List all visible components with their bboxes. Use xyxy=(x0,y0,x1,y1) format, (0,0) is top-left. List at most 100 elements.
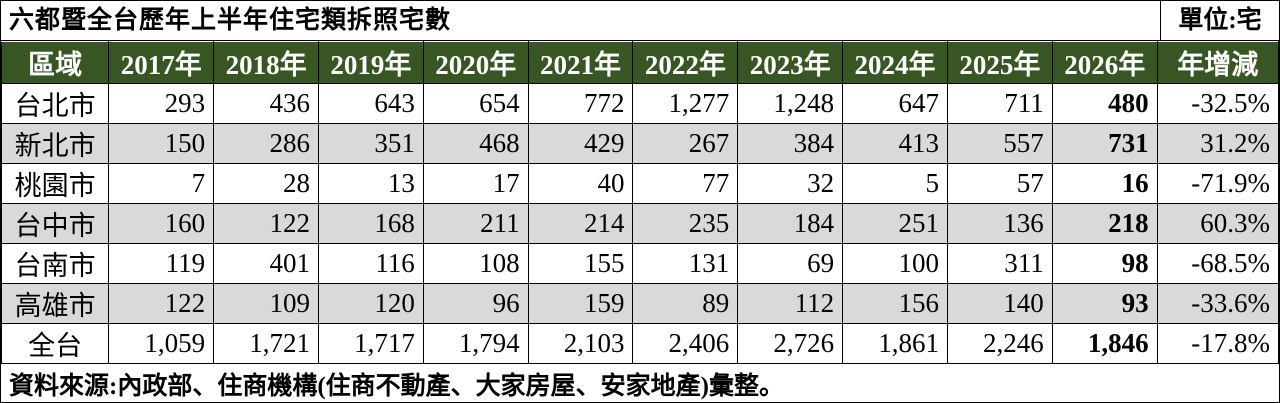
value-cell: 235 xyxy=(632,203,739,244)
value-cell: 1,277 xyxy=(632,83,739,124)
value-cell: 155 xyxy=(527,243,634,284)
value-cell: 160 xyxy=(108,203,215,244)
value-cell: 647 xyxy=(842,83,948,124)
table-row: 新北市 150 286 351 468 429 267 384 413 557 731 31.2% xyxy=(1,123,1279,164)
table-row: 桃園市 7 28 13 17 40 77 32 5 57 16 -71.9% xyxy=(1,163,1279,204)
value-cell: 31.2% xyxy=(1156,123,1279,164)
column-header: 2021年 xyxy=(527,41,634,84)
value-cell: -71.9% xyxy=(1156,163,1279,204)
value-cell: 16 xyxy=(1051,163,1158,204)
value-cell: 772 xyxy=(527,83,634,124)
value-cell: 286 xyxy=(213,123,319,164)
value-cell: 17 xyxy=(422,163,529,204)
value-cell: 168 xyxy=(317,203,424,244)
table-row: 全台 1,059 1,721 1,717 1,794 2,103 2,406 2,726 1,8… xyxy=(1,323,1279,364)
value-cell: 1,248 xyxy=(737,83,844,124)
value-cell: 140 xyxy=(946,283,1053,324)
region-cell: 桃園市 xyxy=(1,163,110,204)
value-cell: 159 xyxy=(527,283,634,324)
source-note: 資料來源:內政部、住商機構(住商不動產、大家房屋、安家地產)彙整。 xyxy=(9,373,784,400)
value-cell: 32 xyxy=(737,163,844,204)
region-cell: 台北市 xyxy=(1,83,110,124)
value-cell: 150 xyxy=(108,123,215,164)
value-cell: 654 xyxy=(422,83,529,124)
value-cell: 93 xyxy=(1051,283,1158,324)
value-cell: 293 xyxy=(108,83,215,124)
unit: 單位:宅 xyxy=(1160,1,1279,40)
value-cell: 28 xyxy=(213,163,319,204)
value-cell: 413 xyxy=(842,123,948,164)
value-cell: 401 xyxy=(213,243,319,284)
value-cell: 7 xyxy=(108,163,215,204)
value-cell: 13 xyxy=(317,163,424,204)
value-cell: 119 xyxy=(108,243,215,284)
value-cell: 109 xyxy=(213,283,319,324)
value-cell: -32.5% xyxy=(1156,83,1279,124)
value-cell: 267 xyxy=(632,123,739,164)
value-cell: 1,721 xyxy=(213,323,319,364)
column-header: 2022年 xyxy=(632,41,739,84)
value-cell: 2,103 xyxy=(527,323,634,364)
table-row: 台南市 119 401 116 108 155 131 69 100 311 98 -68.5% xyxy=(1,243,1279,284)
value-cell: 156 xyxy=(842,283,948,324)
column-header: 2024年 xyxy=(842,41,948,84)
region-cell: 台南市 xyxy=(1,243,110,284)
value-cell: 108 xyxy=(422,243,529,284)
value-cell: 89 xyxy=(632,283,739,324)
value-cell: 214 xyxy=(527,203,634,244)
column-header: 2017年 xyxy=(108,41,215,84)
column-header: 年增減 xyxy=(1156,41,1279,84)
value-cell: 311 xyxy=(946,243,1053,284)
value-cell: 77 xyxy=(632,163,739,204)
column-header: 2020年 xyxy=(422,41,529,84)
table-row: 台北市 293 436 643 654 772 1,277 1,248 647 711 480 -32… xyxy=(1,83,1279,124)
region-cell: 高雄市 xyxy=(1,283,110,324)
value-cell: 184 xyxy=(737,203,844,244)
value-cell: 69 xyxy=(737,243,844,284)
title-bar: 六都暨全台歷年上半年住宅類拆照宅數 單位:宅 xyxy=(1,1,1279,41)
value-cell: 120 xyxy=(317,283,424,324)
value-cell: 2,406 xyxy=(632,323,739,364)
value-cell: 711 xyxy=(946,83,1053,124)
title: 六都暨全台歷年上半年住宅類拆照宅數 xyxy=(9,7,452,34)
value-cell: 218 xyxy=(1051,203,1158,244)
column-header: 2023年 xyxy=(737,41,844,84)
column-header: 2025年 xyxy=(946,41,1053,84)
value-cell: 480 xyxy=(1051,83,1158,124)
column-header: 2026年 xyxy=(1051,41,1158,84)
value-cell: 2,246 xyxy=(946,323,1053,364)
value-cell: 112 xyxy=(737,283,844,324)
value-cell: 468 xyxy=(422,123,529,164)
value-cell: 136 xyxy=(946,203,1053,244)
column-header: 2018年 xyxy=(213,41,319,84)
value-cell: 57 xyxy=(946,163,1053,204)
value-cell: 100 xyxy=(842,243,948,284)
value-cell: 2,726 xyxy=(737,323,844,364)
value-cell: 211 xyxy=(422,203,529,244)
value-cell: 122 xyxy=(108,283,215,324)
table-row: 高雄市 122 109 120 96 159 89 112 156 140 93 -33.6% xyxy=(1,283,1279,324)
data-table: 區域 2017年 2018年 2019年 2020年 2021年 2022年 2023年 202… xyxy=(1,41,1279,364)
value-cell: 5 xyxy=(842,163,948,204)
column-header: 2019年 xyxy=(317,41,424,84)
value-cell: 429 xyxy=(527,123,634,164)
value-cell: 40 xyxy=(527,163,634,204)
value-cell: 98 xyxy=(1051,243,1158,284)
value-cell: 60.3% xyxy=(1156,203,1279,244)
value-cell: 122 xyxy=(213,203,319,244)
value-cell: 1,794 xyxy=(422,323,529,364)
table-row: 台中市 160 122 168 211 214 235 184 251 136 218 60.3% xyxy=(1,203,1279,244)
value-cell: 351 xyxy=(317,123,424,164)
value-cell: 1,059 xyxy=(108,323,215,364)
region-cell: 全台 xyxy=(1,323,110,364)
value-cell: 436 xyxy=(213,83,319,124)
region-cell: 新北市 xyxy=(1,123,110,164)
value-cell: 251 xyxy=(842,203,948,244)
value-cell: 1,861 xyxy=(842,323,948,364)
header-row: 區域 2017年 2018年 2019年 2020年 2021年 2022年 2023年 202… xyxy=(1,41,1279,84)
value-cell: 116 xyxy=(317,243,424,284)
value-cell: -17.8% xyxy=(1156,323,1279,364)
value-cell: 96 xyxy=(422,283,529,324)
value-cell: 1,717 xyxy=(317,323,424,364)
